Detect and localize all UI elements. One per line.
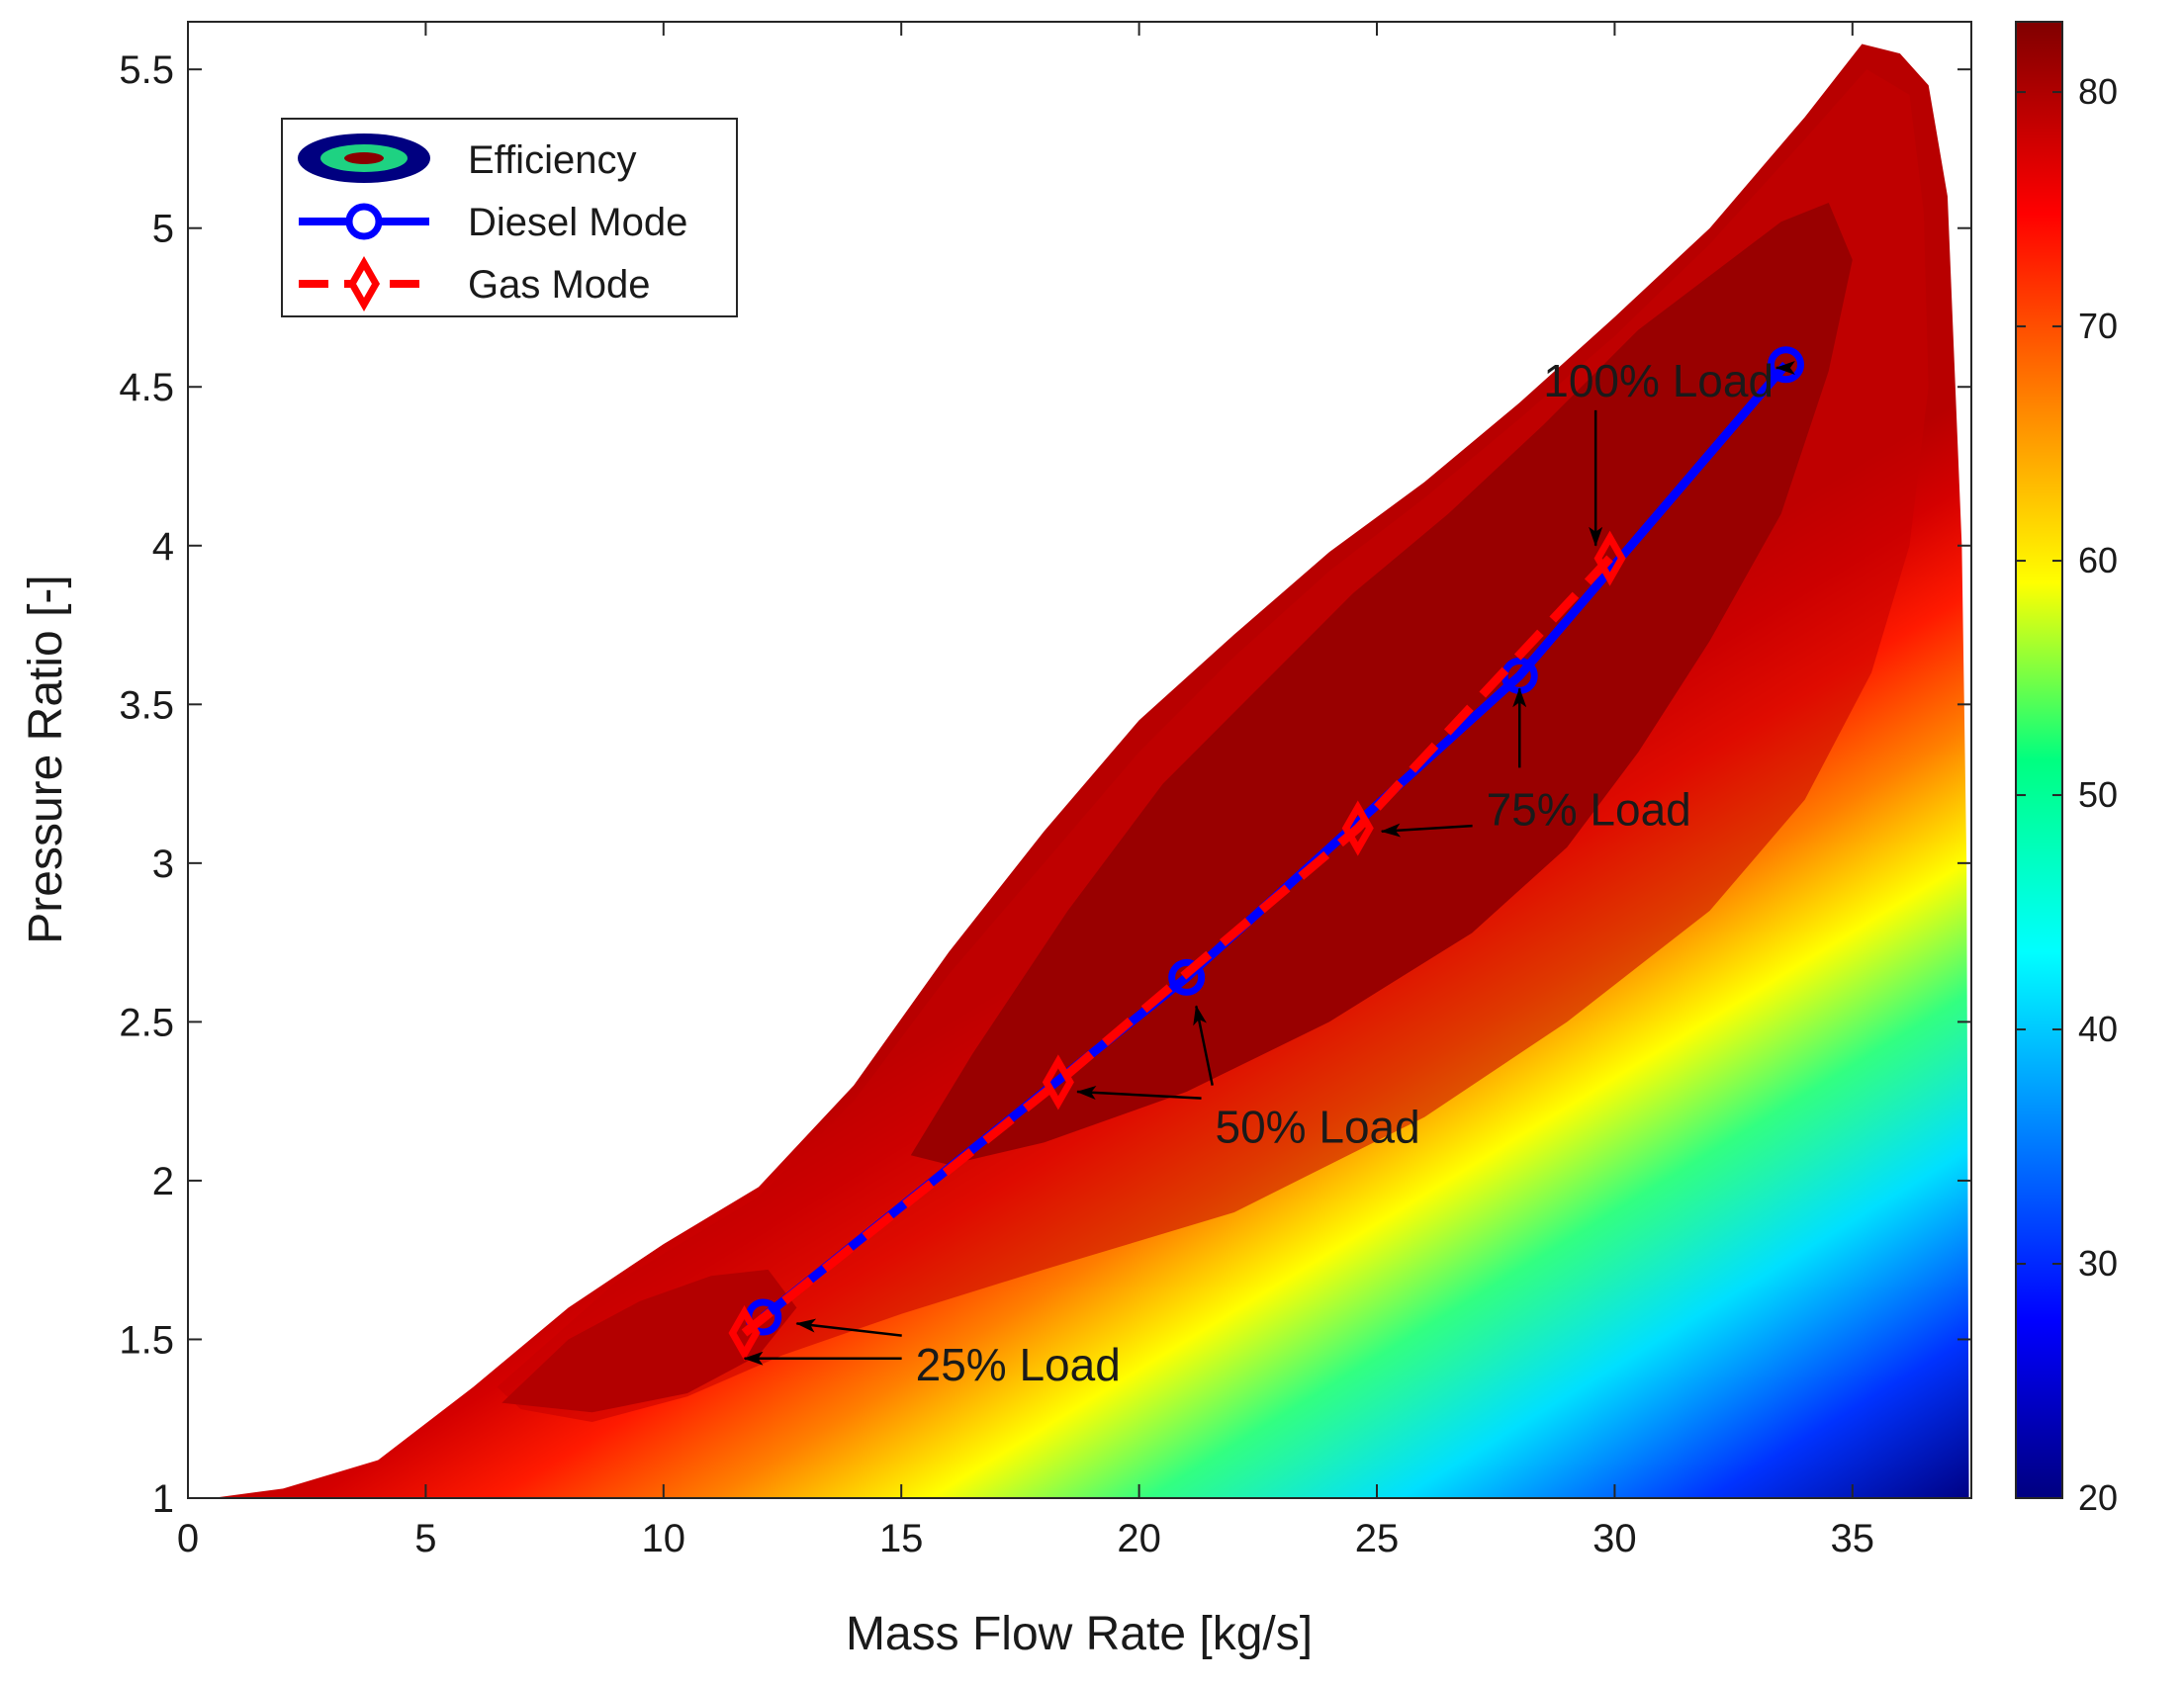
y-tick-label: 1.5: [119, 1318, 174, 1362]
colorbar: 20 30 40 50 60 70 80: [2015, 21, 2118, 1518]
colorbar-tick-label: 50: [2078, 774, 2118, 815]
x-axis-label: Mass Flow Rate [kg/s]: [846, 1608, 1313, 1660]
colorbar-tick-label: 20: [2078, 1477, 2118, 1518]
series-line-gas-mode: [741, 555, 1613, 1337]
x-tick-label: 15: [879, 1517, 924, 1560]
data-point-gas: [1042, 1054, 1074, 1110]
annotation-arrow: [1076, 1086, 1202, 1101]
legend-item-efficiency: Efficiency: [298, 133, 636, 183]
legend-gas-marker: [347, 255, 381, 312]
load-annotations: 100% Load 75% Load 50% Load 25% Load: [743, 355, 1795, 1390]
y-tick-label: 2.5: [119, 1001, 174, 1044]
y-axis-label: Pressure Ratio [-]: [20, 575, 72, 943]
y-tick-label: 5: [152, 208, 174, 251]
legend-label-diesel-mode: Diesel Mode: [468, 201, 687, 244]
data-point-gas: [1341, 800, 1374, 856]
y-tick-label: 3.5: [119, 683, 174, 727]
x-axis: 0 5 10 15 20 25 30 35: [177, 22, 1874, 1560]
y-tick-label: 2: [152, 1160, 174, 1203]
y-tick-label: 1: [152, 1477, 174, 1521]
colorbar-tick-label: 30: [2078, 1243, 2118, 1284]
colorbar-tick-label: 60: [2078, 540, 2118, 580]
data-point-diesel: [1168, 958, 1206, 996]
y-axis: 1 1.5 2 2.5 3 3.5 4 4.5 5 5.5: [119, 48, 1971, 1521]
x-tick-label: 10: [642, 1517, 686, 1560]
annotation-label: 25% Load: [916, 1339, 1121, 1390]
x-tick-label: 20: [1117, 1517, 1161, 1560]
y-tick-label: 3: [152, 843, 174, 886]
legend-item-diesel-mode: Diesel Mode: [299, 201, 687, 244]
x-tick-label: 5: [414, 1517, 436, 1560]
annotation-label: 75% Load: [1487, 783, 1691, 835]
colorbar-ticks: 20 30 40 50 60 70 80: [2016, 71, 2118, 1518]
efficiency-contour-low-flow-island: [501, 1269, 797, 1413]
y-tick-label: 4.5: [119, 366, 174, 409]
y-tick-label: 5.5: [119, 48, 174, 92]
colorbar-tick-label: 70: [2078, 306, 2118, 346]
series-layer: [728, 346, 1804, 1362]
legend-diesel-marker: [345, 203, 383, 240]
efficiency-contour-peak-island: [910, 203, 1853, 1165]
y-tick-label: 4: [152, 525, 174, 569]
efficiency-contour-fill: [212, 44, 1971, 1498]
x-tick-label: 0: [177, 1517, 199, 1560]
x-tick-label: 25: [1355, 1517, 1400, 1560]
annotation-label: 50% Load: [1216, 1101, 1420, 1152]
colorbar-tick-label: 40: [2078, 1009, 2118, 1049]
data-point-gas: [1593, 530, 1626, 586]
annotation-arrow: [795, 1318, 902, 1337]
annotation-label: 100% Load: [1543, 355, 1774, 406]
data-point-diesel: [1767, 346, 1804, 384]
plot-axes-box: [187, 21, 1972, 1499]
legend-label-efficiency: Efficiency: [468, 138, 636, 182]
legend-label-gas-mode: Gas Mode: [468, 263, 651, 307]
annotation-arrow: [1380, 823, 1473, 838]
x-tick-label: 35: [1831, 1517, 1875, 1560]
x-tick-label: 30: [1592, 1517, 1637, 1560]
legend-efficiency-swatch-core: [344, 152, 384, 164]
annotation-arrow: [1193, 1005, 1214, 1086]
efficiency-contour: [212, 44, 1971, 1498]
colorbar-tick-label: 80: [2078, 71, 2118, 112]
legend: Efficiency Diesel Mode Gas Mode: [281, 118, 738, 317]
colorbar-gradient: [2015, 21, 2063, 1499]
legend-item-gas-mode: Gas Mode: [299, 255, 651, 312]
